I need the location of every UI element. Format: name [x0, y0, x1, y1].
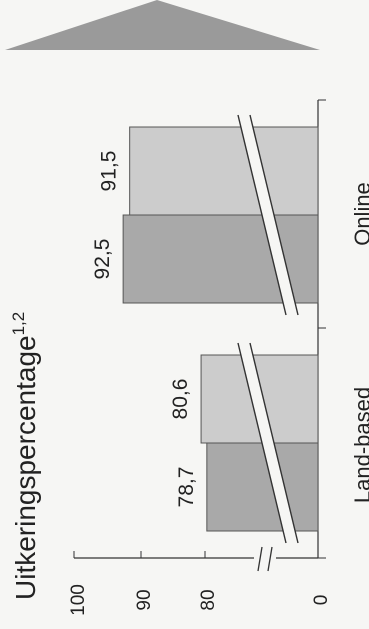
value-break-land-based	[238, 343, 298, 543]
data-label-land-based-series-0: 78,7	[175, 467, 198, 508]
data-label-online-series-1: 91,5	[98, 151, 121, 192]
tick-label-80: 80	[198, 589, 219, 610]
value-break-line-online-1	[249, 114, 299, 316]
bar-land-based-series-0	[206, 442, 319, 532]
data-label-land-based-series-1: 80,6	[169, 379, 192, 420]
tick-label-100: 100	[68, 584, 89, 616]
axis-break	[254, 546, 276, 572]
data-label-online-series-0: 92,5	[91, 239, 114, 280]
tick-label-90: 90	[134, 589, 155, 610]
value-break-line-online-0	[237, 114, 287, 316]
value-break-online	[238, 115, 298, 315]
bar-online-series-1	[129, 126, 319, 216]
tick-label-0: 0	[311, 595, 332, 606]
up-arrow-icon	[5, 0, 320, 50]
category-label-land-based: Land-based	[350, 387, 369, 503]
value-break-line-land-based-1	[249, 342, 299, 544]
value-break-line-land-based-0	[237, 342, 287, 544]
chart-title: Uitkeringspercentage1,2	[9, 312, 41, 600]
category-label-online: Online	[350, 182, 369, 246]
